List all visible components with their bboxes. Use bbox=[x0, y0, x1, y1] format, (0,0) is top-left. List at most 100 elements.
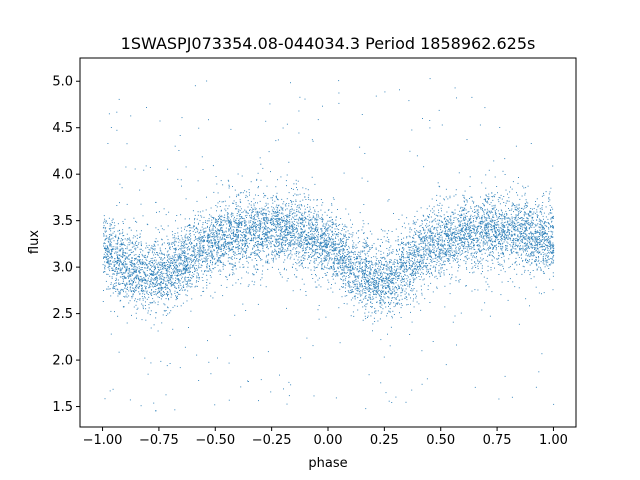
data-point bbox=[194, 260, 196, 262]
data-point bbox=[276, 197, 277, 199]
data-point bbox=[279, 233, 281, 235]
data-point bbox=[200, 215, 202, 217]
data-point bbox=[148, 248, 150, 250]
data-point bbox=[542, 215, 544, 217]
data-point bbox=[232, 232, 234, 233]
data-point bbox=[179, 283, 181, 285]
data-point bbox=[286, 198, 288, 200]
data-point bbox=[411, 290, 413, 292]
data-point bbox=[255, 238, 257, 240]
data-point bbox=[370, 292, 372, 294]
data-point bbox=[256, 268, 258, 270]
data-point bbox=[186, 237, 188, 239]
data-point bbox=[546, 233, 548, 234]
data-point bbox=[213, 217, 215, 219]
data-point bbox=[326, 245, 328, 247]
data-point bbox=[120, 288, 122, 290]
data-point bbox=[112, 273, 114, 275]
data-point bbox=[440, 248, 442, 250]
data-point bbox=[312, 240, 314, 242]
data-point bbox=[117, 259, 119, 261]
data-point bbox=[372, 280, 374, 282]
data-point bbox=[168, 258, 170, 260]
data-point bbox=[469, 176, 471, 178]
data-point bbox=[195, 226, 197, 228]
data-point bbox=[470, 237, 472, 239]
data-point bbox=[204, 231, 206, 233]
data-point bbox=[223, 243, 225, 245]
data-point bbox=[182, 245, 184, 247]
data-point bbox=[365, 292, 367, 294]
data-point bbox=[178, 279, 180, 281]
data-point bbox=[422, 242, 424, 244]
data-point bbox=[189, 265, 191, 267]
data-point bbox=[218, 229, 220, 231]
data-point bbox=[296, 221, 298, 223]
data-point bbox=[280, 251, 282, 253]
data-point bbox=[305, 243, 307, 244]
data-point bbox=[400, 273, 402, 275]
data-point bbox=[148, 244, 150, 246]
data-point bbox=[366, 276, 368, 278]
data-point bbox=[390, 294, 392, 296]
data-point bbox=[426, 266, 428, 268]
data-point bbox=[416, 251, 418, 253]
data-point bbox=[553, 403, 555, 405]
data-point bbox=[508, 197, 510, 199]
data-point bbox=[293, 183, 295, 185]
data-point bbox=[329, 258, 331, 260]
data-point bbox=[431, 233, 433, 235]
data-point bbox=[264, 223, 266, 225]
data-point bbox=[340, 240, 342, 242]
data-point bbox=[420, 285, 422, 287]
data-point bbox=[150, 260, 151, 262]
data-point bbox=[301, 212, 303, 214]
data-point bbox=[411, 272, 413, 274]
data-point bbox=[434, 270, 436, 272]
data-point bbox=[108, 268, 110, 270]
data-point bbox=[251, 237, 253, 239]
data-point bbox=[257, 235, 259, 237]
data-point bbox=[388, 285, 390, 286]
data-point bbox=[265, 241, 267, 243]
data-point bbox=[136, 221, 138, 223]
data-point bbox=[297, 251, 299, 253]
data-point bbox=[443, 223, 445, 225]
data-point bbox=[175, 280, 176, 282]
data-point bbox=[398, 271, 400, 273]
data-point bbox=[216, 255, 218, 257]
data-point bbox=[171, 277, 173, 279]
data-point bbox=[457, 255, 459, 257]
data-point bbox=[443, 198, 445, 200]
data-point bbox=[115, 246, 117, 248]
data-point bbox=[470, 221, 472, 223]
data-point bbox=[266, 246, 267, 248]
data-point bbox=[265, 120, 267, 122]
data-point bbox=[177, 278, 179, 280]
data-point bbox=[283, 233, 285, 235]
data-point bbox=[121, 257, 123, 258]
data-point bbox=[472, 242, 474, 244]
data-point bbox=[167, 270, 168, 272]
data-point bbox=[509, 278, 511, 280]
data-point bbox=[515, 248, 517, 250]
data-point bbox=[460, 213, 462, 215]
data-point bbox=[390, 282, 392, 284]
data-point bbox=[144, 274, 146, 275]
data-point bbox=[130, 278, 132, 280]
data-point bbox=[400, 264, 402, 266]
data-point bbox=[304, 225, 305, 227]
data-point bbox=[204, 230, 206, 232]
data-point bbox=[203, 216, 205, 218]
data-point bbox=[444, 228, 446, 230]
data-point bbox=[302, 215, 304, 217]
data-point bbox=[471, 263, 473, 264]
data-point bbox=[387, 240, 389, 242]
data-point bbox=[184, 267, 186, 269]
data-point bbox=[447, 216, 448, 217]
data-point bbox=[301, 265, 303, 267]
data-point bbox=[169, 271, 171, 273]
data-point bbox=[110, 127, 112, 128]
data-point bbox=[222, 264, 224, 266]
data-point bbox=[235, 208, 237, 210]
